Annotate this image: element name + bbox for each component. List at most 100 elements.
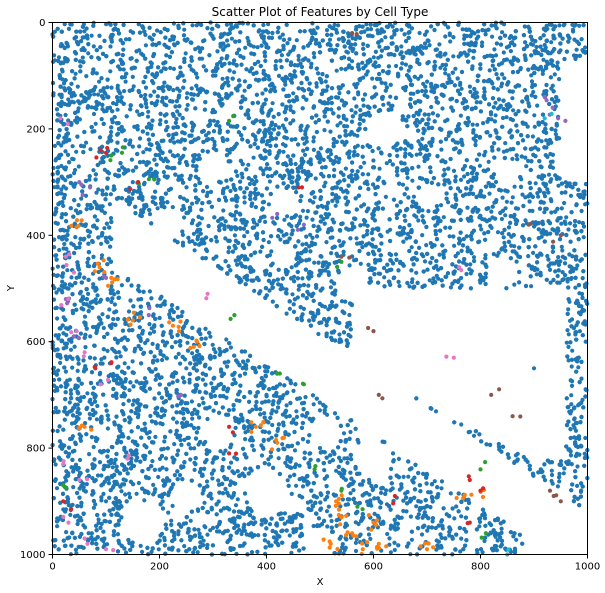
scatter-point: [396, 279, 401, 284]
scatter-point: [420, 208, 425, 213]
scatter-point: [420, 233, 425, 238]
scatter-point: [382, 275, 387, 280]
scatter-point: [360, 245, 365, 250]
scatter-point: [169, 518, 174, 523]
scatter-point: [138, 543, 143, 549]
scatter-point: [59, 215, 64, 220]
scatter-point: [559, 190, 564, 195]
scatter-point: [576, 365, 581, 370]
scatter-point: [178, 65, 183, 70]
scatter-point: [193, 47, 198, 52]
scatter-point: [329, 47, 334, 52]
scatter-point: [73, 547, 78, 553]
scatter-point: [378, 232, 383, 237]
scatter-point: [78, 331, 83, 336]
scatter-point: [471, 55, 476, 60]
scatter-point: [574, 266, 579, 271]
scatter-point: [240, 175, 245, 180]
scatter-point: [343, 299, 348, 304]
scatter-point: [387, 251, 392, 256]
scatter-point: [409, 153, 414, 158]
scatter-point: [94, 417, 99, 422]
scatter-point: [190, 351, 195, 356]
scatter-point: [377, 44, 382, 49]
scatter-point: [489, 209, 494, 214]
scatter-point: [199, 535, 204, 540]
scatter-point: [529, 79, 535, 84]
scatter-point: [465, 245, 470, 250]
scatter-point: [575, 263, 580, 268]
scatter-point: [372, 511, 377, 516]
scatter-point: [244, 366, 249, 371]
scatter-point: [259, 453, 265, 458]
scatter-point: [171, 66, 176, 71]
scatter-point: [208, 189, 214, 194]
scatter-point: [488, 133, 493, 138]
scatter-point: [71, 485, 76, 490]
scatter-point: [55, 191, 60, 196]
scatter-point: [475, 122, 480, 127]
scatter-point: [404, 236, 409, 241]
scatter-point: [269, 435, 274, 440]
scatter-point: [493, 53, 499, 58]
scatter-point: [187, 377, 192, 382]
scatter-point: [393, 252, 399, 257]
scatter-point: [147, 147, 152, 152]
scatter-point: [55, 316, 60, 321]
scatter-point: [140, 549, 145, 555]
scatter-point: [316, 331, 321, 337]
scatter-point: [477, 519, 483, 525]
scatter-point: [583, 435, 588, 441]
scatter-point: [352, 132, 357, 137]
scatter-point: [150, 459, 155, 464]
scatter-point: [545, 253, 550, 259]
scatter-point: [542, 478, 548, 483]
scatter-point: [526, 254, 531, 259]
scatter-point: [570, 348, 575, 353]
scatter-point: [368, 27, 374, 32]
scatter-point: [350, 48, 355, 54]
scatter-point: [266, 240, 271, 245]
scatter-point: [418, 147, 423, 152]
scatter-point: [439, 486, 444, 491]
scatter-point: [298, 218, 303, 223]
scatter-point: [289, 265, 294, 270]
scatter-point: [87, 452, 92, 457]
scatter-point: [458, 113, 463, 118]
scatter-point: [468, 262, 473, 267]
scatter-point: [216, 478, 221, 483]
scatter-point: [270, 101, 275, 106]
scatter-point: [143, 43, 148, 48]
scatter-point: [87, 411, 92, 417]
scatter-point: [313, 41, 318, 46]
scatter-point: [515, 451, 520, 456]
scatter-point: [452, 243, 457, 248]
scatter-point: [110, 270, 115, 275]
scatter-point: [228, 188, 233, 194]
scatter-point: [304, 234, 309, 239]
scatter-point: [365, 228, 370, 233]
scatter-point: [143, 85, 149, 90]
scatter-point: [85, 260, 90, 265]
scatter-point: [118, 354, 123, 359]
scatter-point: [325, 412, 330, 417]
scatter-point: [495, 230, 501, 235]
scatter-point: [432, 479, 437, 484]
scatter-point: [577, 23, 582, 28]
scatter-point: [569, 393, 574, 398]
scatter-point: [58, 360, 63, 365]
scatter-point: [96, 520, 101, 526]
scatter-point: [410, 178, 415, 183]
scatter-point: [462, 36, 467, 41]
scatter-point: [258, 249, 263, 254]
scatter-point: [284, 311, 289, 316]
scatter-point: [439, 479, 445, 484]
scatter-point: [343, 166, 348, 171]
scatter-point: [270, 299, 275, 304]
scatter-point: [267, 522, 273, 527]
scatter-point: [301, 306, 306, 311]
scatter-point: [225, 476, 230, 481]
scatter-point: [196, 527, 201, 532]
scatter-point: [180, 229, 185, 234]
scatter-point: [439, 147, 444, 152]
